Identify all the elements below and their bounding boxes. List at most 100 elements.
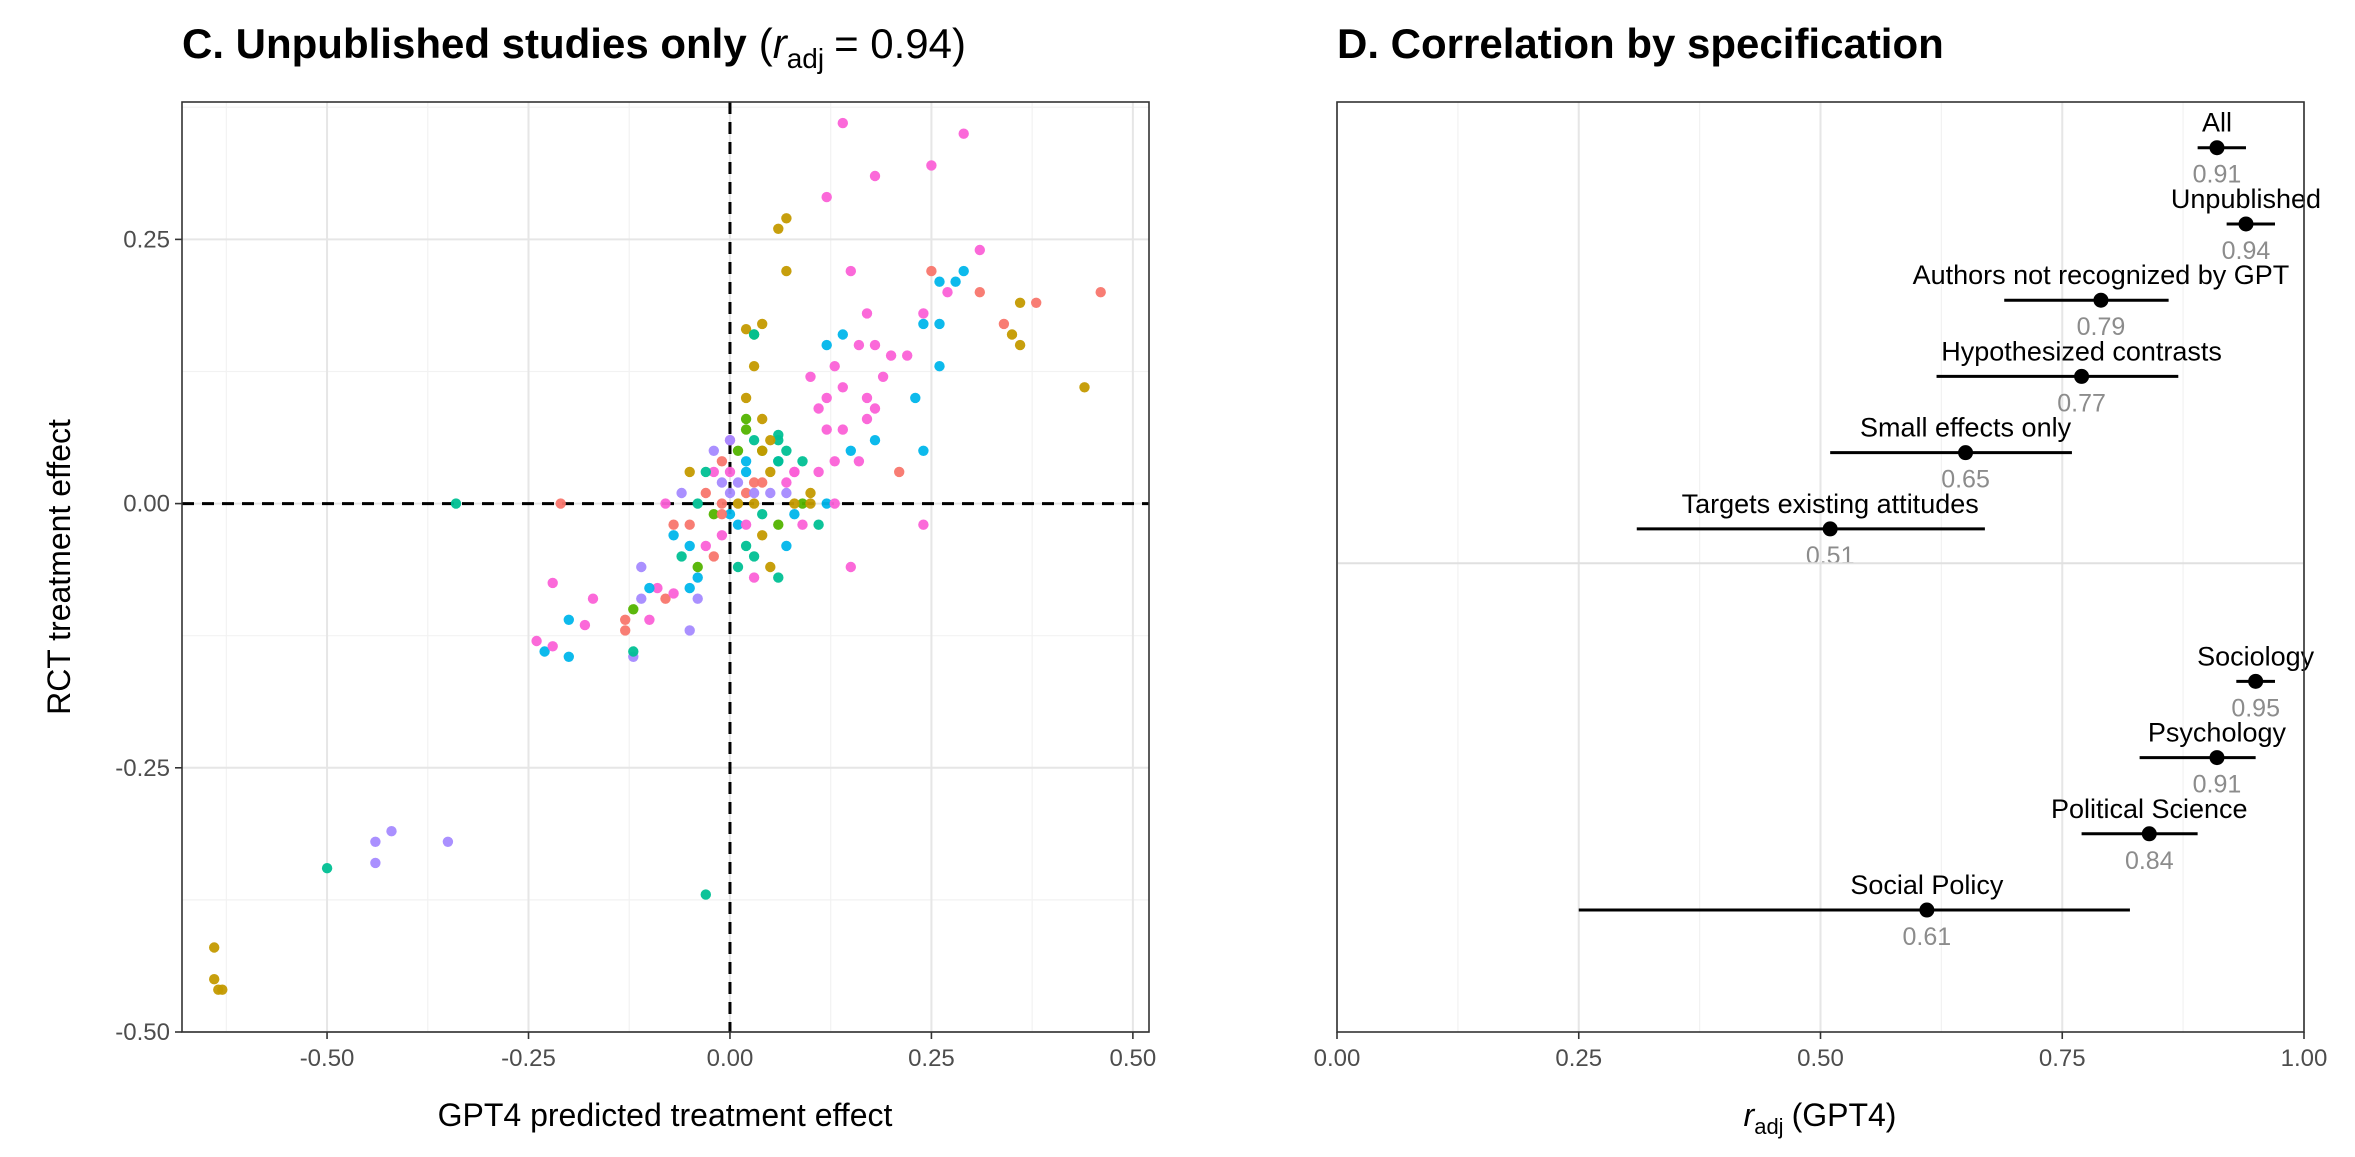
scatter-point bbox=[757, 477, 768, 488]
scatter-point bbox=[797, 498, 808, 509]
scatter-point bbox=[716, 456, 728, 467]
scatter-point bbox=[918, 308, 929, 319]
spec-label: Psychology bbox=[2148, 718, 2287, 748]
scatter-point bbox=[539, 646, 550, 657]
scatter-point bbox=[805, 487, 816, 499]
spec-value-label: 0.51 bbox=[1806, 542, 1855, 570]
scatter-point bbox=[781, 265, 792, 277]
scatter-point bbox=[563, 651, 574, 662]
scatter-point bbox=[740, 487, 752, 499]
scatter-point bbox=[716, 477, 728, 488]
scatter-point bbox=[708, 445, 719, 456]
scatter-point bbox=[748, 435, 760, 446]
scatter-point bbox=[773, 456, 784, 467]
scatter-point bbox=[321, 863, 333, 874]
scatter-point bbox=[894, 466, 905, 478]
scatter-point bbox=[926, 265, 937, 277]
panel-c-y-axis-ticks: -0.50 -0.25 0.00 0.25 bbox=[115, 226, 182, 1046]
scatter-point bbox=[740, 466, 752, 478]
scatter-point bbox=[1095, 287, 1106, 298]
scatter-point bbox=[765, 487, 776, 499]
scatter-point bbox=[547, 577, 558, 589]
scatter-point bbox=[740, 424, 752, 435]
scatter-point bbox=[748, 572, 760, 583]
scatter-point bbox=[934, 318, 945, 330]
scatter-point bbox=[740, 392, 752, 404]
scatter-point bbox=[821, 191, 832, 203]
panel-d-x-axis-label: radj (GPT4) bbox=[1744, 1097, 1897, 1139]
panel-c-title-stat-symbol: r bbox=[773, 20, 789, 67]
scatter-point bbox=[684, 540, 695, 552]
spec-estimate-point bbox=[2238, 216, 2254, 232]
scatter-point bbox=[217, 984, 228, 995]
scatter-point bbox=[684, 625, 695, 636]
scatter-point bbox=[748, 477, 760, 488]
scatter-point bbox=[942, 287, 953, 298]
scatter-point bbox=[757, 530, 768, 541]
spec-estimate-point bbox=[1822, 521, 1838, 537]
spec-label: Sociology bbox=[2197, 641, 2315, 671]
panel-c-x-axis-ticks: -0.50 -0.25 0.00 0.25 0.50 bbox=[300, 1032, 1156, 1072]
scatter-point bbox=[579, 619, 591, 631]
panel-d-x-tick-label: 1.00 bbox=[2281, 1045, 2328, 1072]
spec-row: Sociology 0.95 bbox=[2197, 641, 2315, 722]
scatter-point bbox=[789, 509, 800, 520]
spec-value-label: 0.65 bbox=[1941, 466, 1990, 494]
scatter-point bbox=[668, 519, 679, 530]
scatter-point bbox=[740, 413, 752, 425]
scatter-point bbox=[837, 329, 848, 340]
scatter-point bbox=[732, 445, 744, 456]
spec-row: Unpublished 0.94 bbox=[2171, 184, 2321, 265]
scatter-point bbox=[789, 466, 800, 478]
spec-value-label: 0.91 bbox=[2193, 161, 2242, 189]
spec-row: Hypothesized contrasts 0.77 bbox=[1936, 336, 2222, 417]
scatter-point bbox=[732, 498, 744, 509]
panel-c: C. Unpublished studies only (radj = 0.94) … bbox=[41, 20, 1156, 1133]
panel-c-plot-border bbox=[181, 101, 1150, 1033]
spec-value-label: 0.61 bbox=[1903, 923, 1952, 951]
panel-d-x-axis-label-subscript: adj bbox=[1754, 1114, 1783, 1139]
scatter-point bbox=[708, 509, 719, 520]
scatter-point bbox=[805, 371, 816, 382]
scatter-point bbox=[877, 371, 889, 382]
panel-d: D. Correlation by specification All0.91U… bbox=[1314, 20, 2328, 1139]
scatter-point bbox=[934, 276, 945, 287]
scatter-point bbox=[918, 318, 929, 330]
panel-c-y-tick-label: -0.50 bbox=[115, 1019, 170, 1046]
scatter-point bbox=[708, 551, 719, 562]
scatter-point bbox=[209, 974, 220, 985]
spec-row: All 0.91 bbox=[2193, 108, 2246, 189]
spec-row: Authors not recognized by GPT 0.79 bbox=[1913, 260, 2290, 341]
scatter-point bbox=[620, 614, 631, 625]
scatter-point bbox=[748, 498, 760, 509]
scatter-point bbox=[813, 403, 824, 414]
spec-label: Social Policy bbox=[1850, 870, 2004, 900]
panel-d-x-axis-ticks: 0.00 0.25 0.50 0.75 1.00 bbox=[1314, 1032, 2328, 1072]
panel-c-x-tick-label: -0.50 bbox=[300, 1045, 355, 1072]
scatter-point bbox=[716, 498, 728, 509]
scatter-point bbox=[547, 641, 558, 652]
scatter-point bbox=[628, 646, 639, 657]
scatter-point bbox=[757, 413, 768, 425]
scatter-point bbox=[1031, 297, 1042, 308]
spec-row: Social Policy 0.61 bbox=[1578, 870, 2130, 951]
scatter-point bbox=[821, 498, 832, 509]
spec-value-label: 0.91 bbox=[2193, 771, 2242, 799]
scatter-point bbox=[668, 588, 679, 599]
scatter-point bbox=[748, 551, 760, 562]
scatter-point bbox=[209, 942, 220, 953]
spec-label: Targets existing attitudes bbox=[1682, 489, 1979, 519]
scatter-point bbox=[1006, 329, 1018, 340]
scatter-point bbox=[829, 456, 840, 467]
scatter-point bbox=[676, 551, 687, 562]
scatter-point bbox=[805, 498, 816, 509]
panel-c-title-stat-subscript: adj bbox=[787, 43, 824, 74]
scatter-point bbox=[740, 324, 752, 335]
scatter-point bbox=[918, 445, 929, 456]
scatter-point bbox=[797, 456, 808, 467]
panel-c-title: C. Unpublished studies only (radj = 0.94) bbox=[182, 20, 966, 74]
spec-value-label: 0.79 bbox=[2077, 313, 2126, 341]
scatter-point bbox=[765, 435, 776, 446]
spec-label: Small effects only bbox=[1860, 413, 2072, 443]
